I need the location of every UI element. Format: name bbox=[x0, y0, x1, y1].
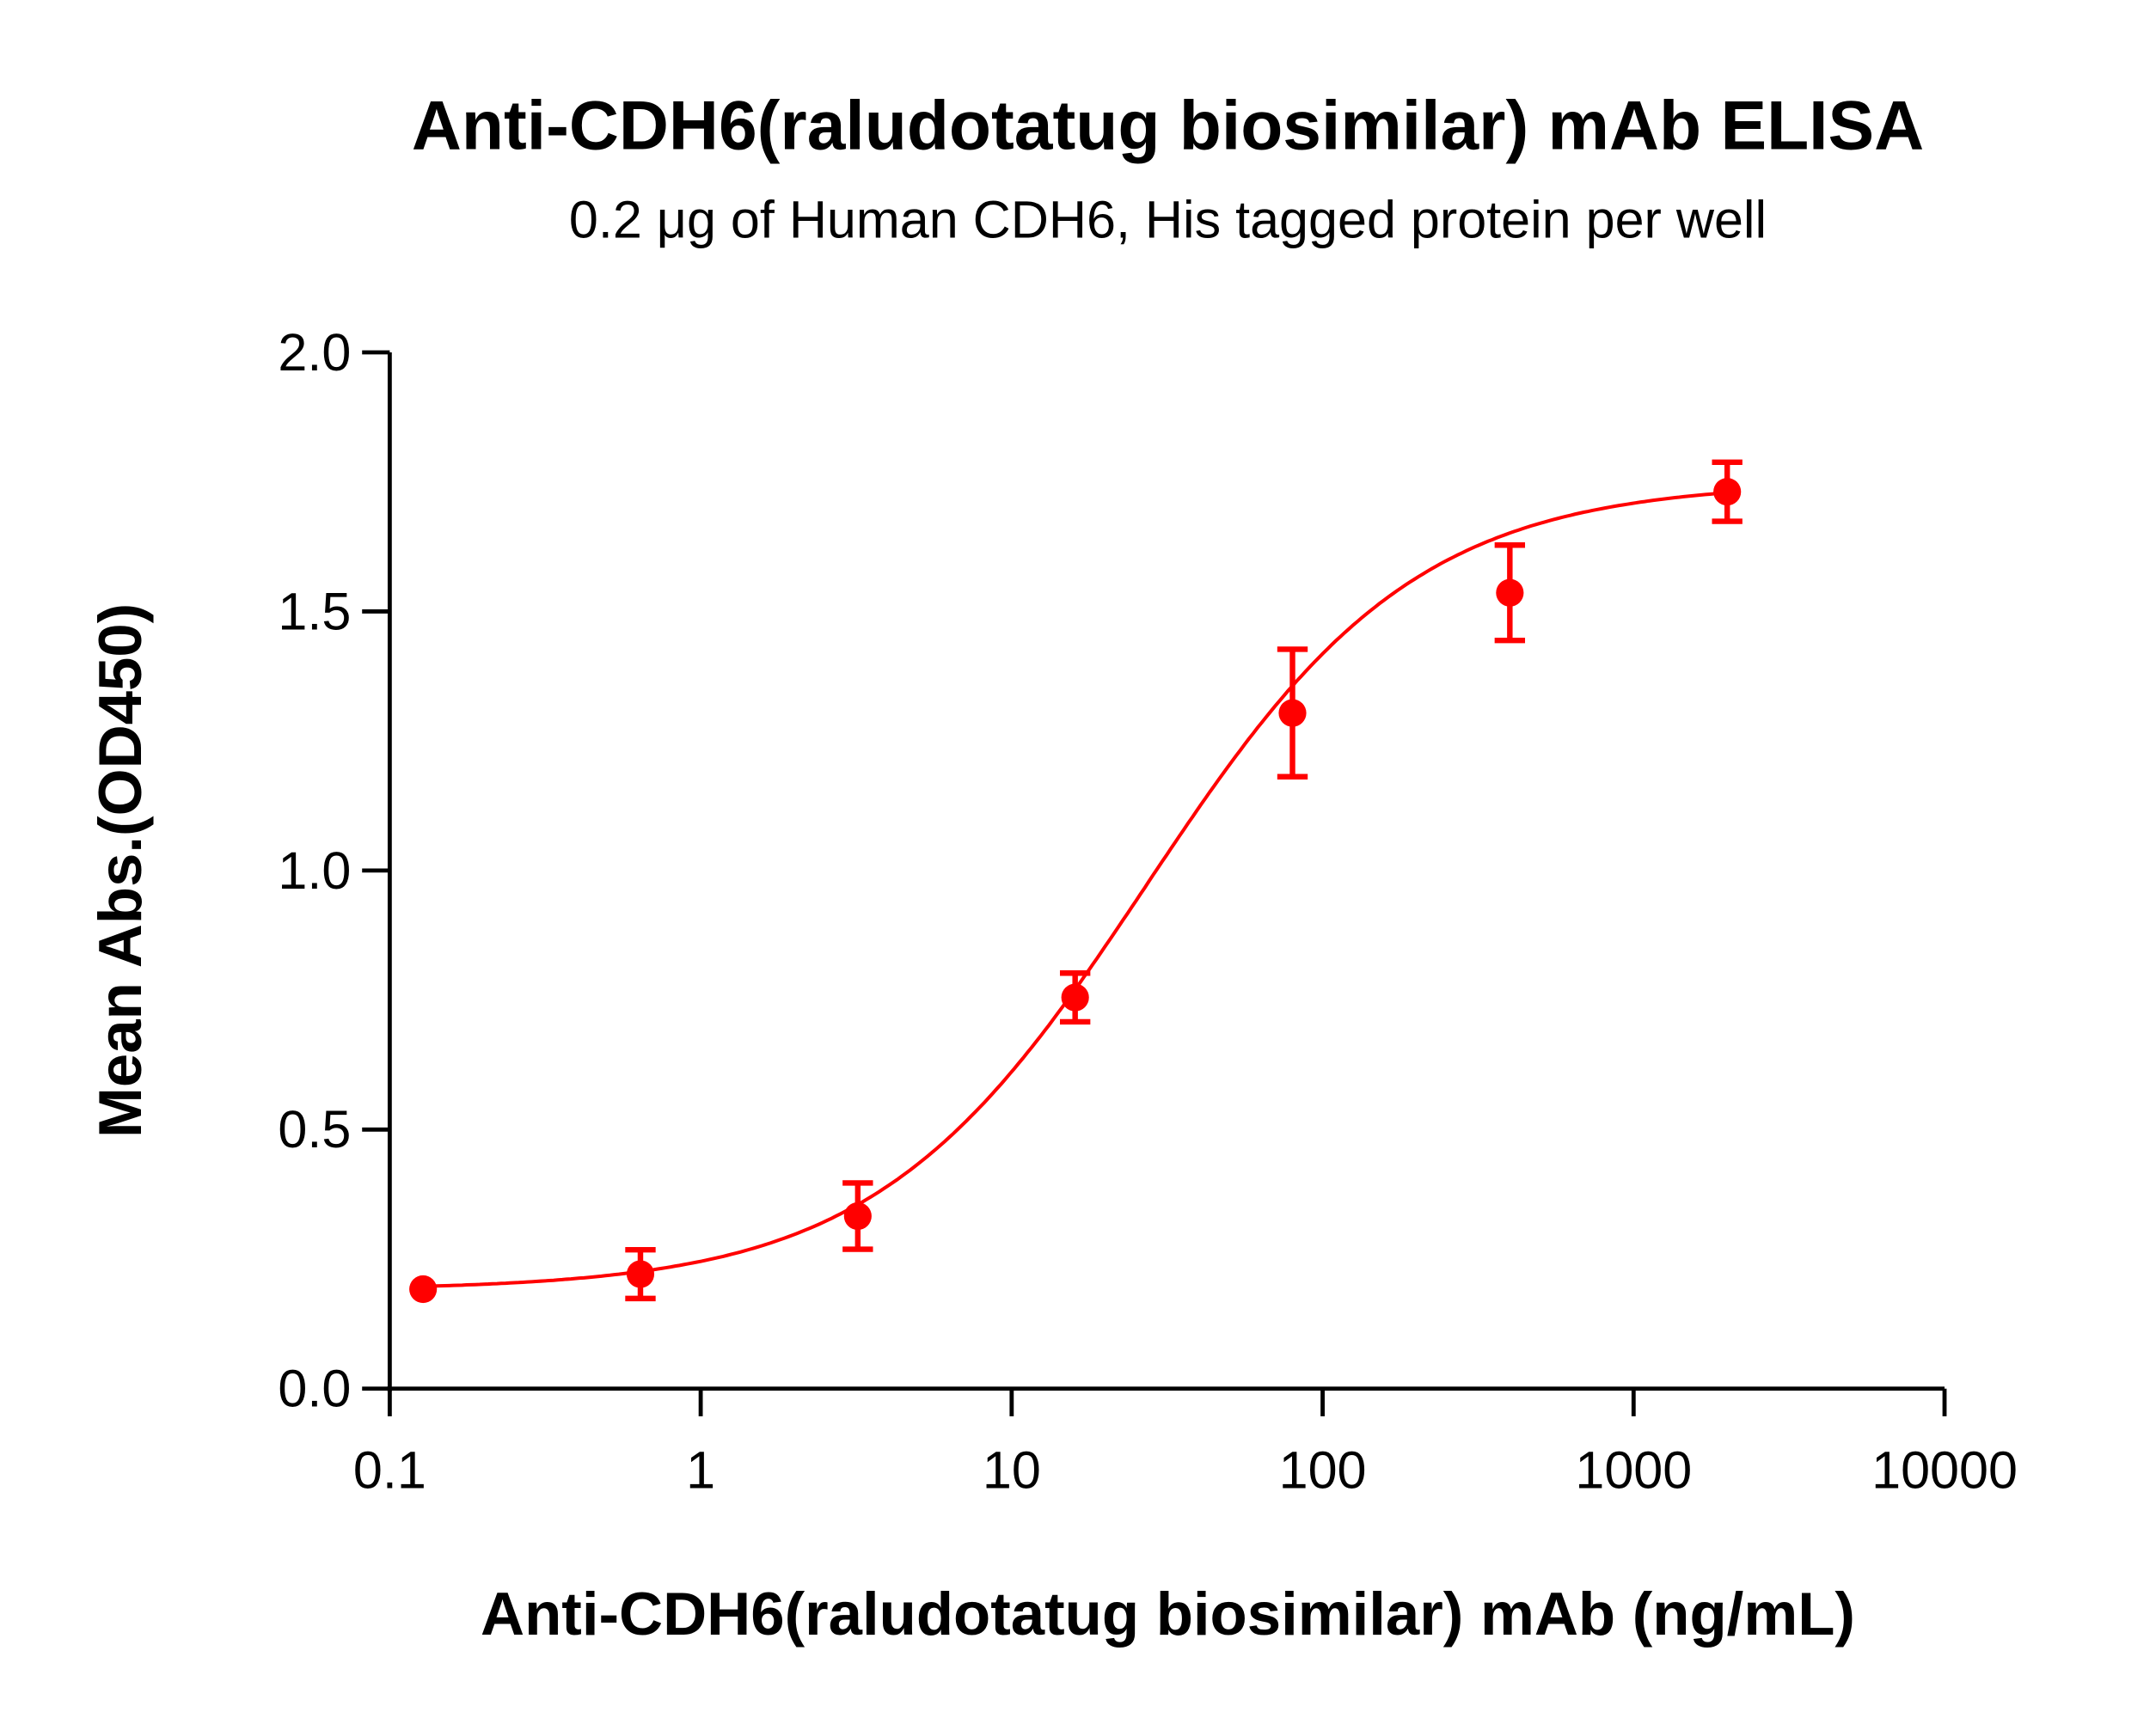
chart-subtitle: 0.2 μg of Human CDH6, His tagged protein… bbox=[569, 191, 1767, 249]
x-tick-label: 1 bbox=[686, 1441, 715, 1500]
x-tick-label: 1000 bbox=[1575, 1441, 1692, 1500]
data-point bbox=[843, 1201, 872, 1231]
data-point bbox=[1061, 983, 1089, 1012]
y-tick-label: 0.5 bbox=[278, 1100, 351, 1159]
x-tick-label: 0.1 bbox=[353, 1441, 426, 1500]
y-tick-label: 0.0 bbox=[278, 1360, 351, 1418]
y-tick-label: 1.5 bbox=[278, 582, 351, 640]
x-tick-label: 10 bbox=[983, 1441, 1041, 1500]
x-tick-label: 10000 bbox=[1871, 1441, 2018, 1500]
y-tick-label: 2.0 bbox=[278, 323, 351, 382]
fit-curve bbox=[423, 491, 1728, 1288]
data-point bbox=[1496, 578, 1524, 607]
x-tick-label: 100 bbox=[1279, 1441, 1367, 1500]
x-axis-label: Anti-CDH6(raludotatug biosimilar) mAb (n… bbox=[481, 1580, 1855, 1648]
y-tick-label: 1.0 bbox=[278, 841, 351, 900]
data-point bbox=[409, 1275, 438, 1304]
data-point bbox=[1713, 478, 1742, 506]
chart-title: Anti-CDH6(raludotatug biosimilar) mAb EL… bbox=[412, 88, 1924, 165]
data-point bbox=[1278, 699, 1307, 727]
y-axis-label: Mean Abs.(OD450) bbox=[86, 603, 154, 1138]
data-point bbox=[626, 1260, 655, 1288]
